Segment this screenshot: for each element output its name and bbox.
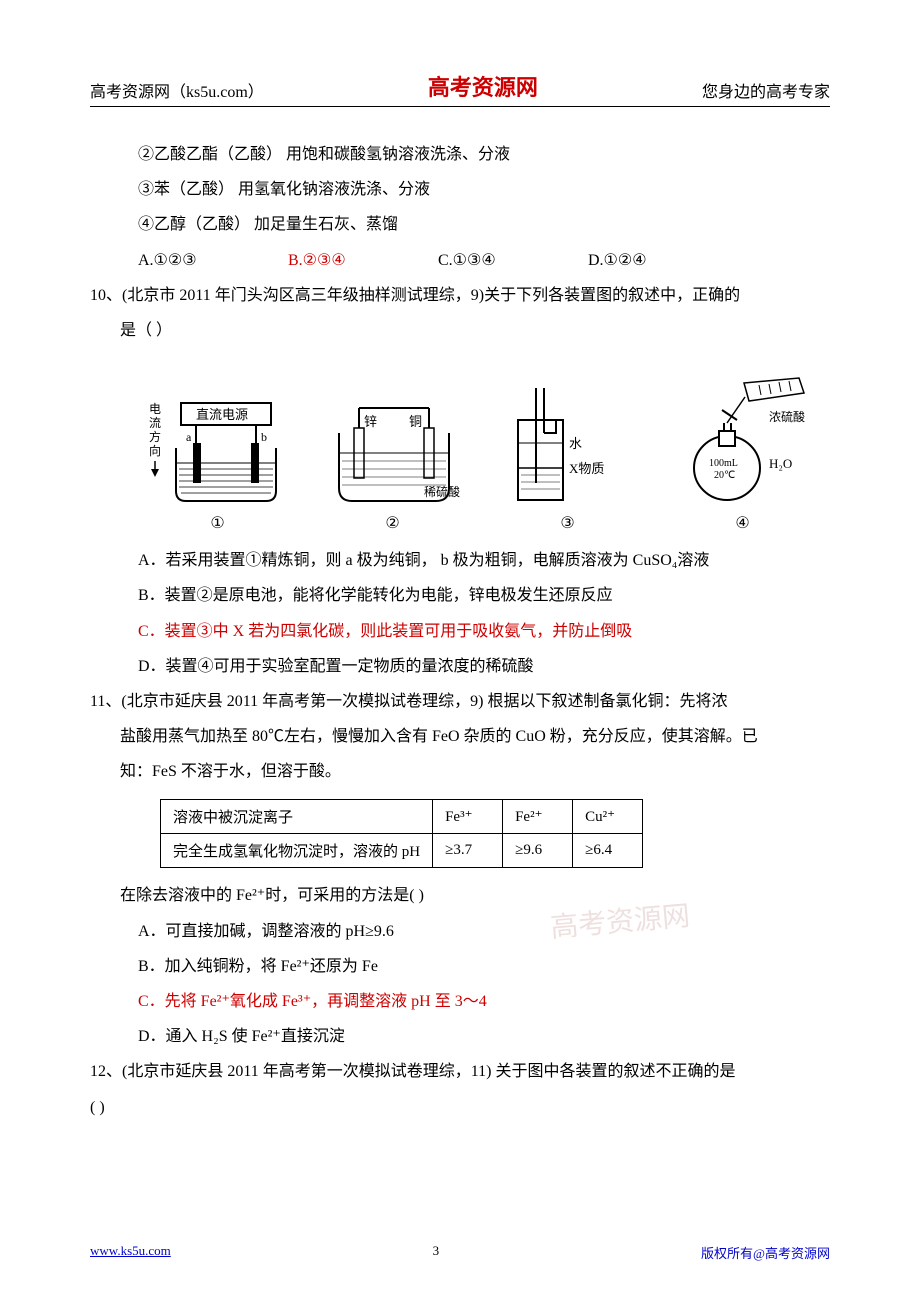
q10-diagrams: 电 流 方 向 直流电源 a b 锌 铜 稀硫酸: [130, 363, 830, 503]
footer-copyright: 版权所有@高考资源网: [701, 1243, 830, 1262]
q9-option-a: A.①②③: [138, 243, 288, 278]
d1-source-label: 直流电源: [196, 407, 248, 422]
d1-current-label2: 流: [149, 416, 161, 430]
q10-option-c: C．装置③中 X 若为四氯化碳，则此装置可用于吸收氨气，并防止倒吸: [138, 614, 830, 649]
q9-option-d: D.①②④: [588, 243, 738, 278]
diagram-1-electrolysis: 电 流 方 向 直流电源 a b: [141, 373, 301, 503]
q9-item-4: ④乙醇（乙酸） 加足量生石灰、蒸馏: [138, 207, 830, 242]
q11-option-a: A．可直接加碱，调整溶液的 pH≥9.6: [138, 914, 830, 949]
q12-stem-2: ( ): [90, 1090, 830, 1125]
diag-label-2: ②: [313, 513, 473, 533]
d3-x-label: X物质: [569, 461, 604, 476]
d3-water-label: 水: [569, 436, 582, 451]
table-cell: Fe³⁺: [433, 800, 503, 834]
diag-label-1: ①: [138, 513, 298, 533]
footer-page-number: 3: [433, 1243, 440, 1262]
q9-item-3: ③苯（乙酸） 用氢氧化钠溶液洗涤、分液: [138, 172, 830, 207]
table-cell: 完全生成氢氧化物沉淀时，溶液的 pH: [161, 834, 433, 868]
table-cell: 溶液中被沉淀离子: [161, 800, 433, 834]
header-right: 您身边的高考专家: [702, 78, 830, 102]
table-cell: ≥9.6: [503, 834, 573, 868]
q11-stem: 11、(北京市延庆县 2011 年高考第一次模拟试卷理综，9) 根据以下叙述制备…: [90, 684, 830, 719]
table-cell: ≥6.4: [573, 834, 643, 868]
diagram-3-absorption: 水 X物质: [496, 373, 626, 503]
q10-stem: 10、(北京市 2011 年门头沟区高三年级抽样测试理综，9)关于下列各装置图的…: [90, 278, 830, 313]
diagram-4-dilution: 浓硫酸 100mL 20℃ H₂O: [649, 373, 819, 503]
q10-option-a: A．若采用装置①精炼铜，则 a 极为纯铜， b 极为粗铜，电解质溶液为 CuSO…: [138, 543, 830, 578]
table-row: 溶液中被沉淀离子 Fe³⁺ Fe²⁺ Cu²⁺: [161, 800, 643, 834]
page-footer: www.ks5u.com 3 版权所有@高考资源网: [90, 1243, 830, 1262]
d2-acid-label: 稀硫酸: [424, 484, 460, 499]
q11-table: 溶液中被沉淀离子 Fe³⁺ Fe²⁺ Cu²⁺ 完全生成氢氧化物沉淀时，溶液的 …: [160, 799, 643, 868]
header-left: 高考资源网（ks5u.com）: [90, 78, 264, 102]
d4-flask-20c: 20℃: [714, 470, 735, 481]
header-center-logo: 高考资源网: [428, 70, 538, 102]
q10-stem-2: 是（ ）: [120, 313, 830, 348]
footer-url[interactable]: www.ks5u.com: [90, 1243, 171, 1262]
d2-cu-label: 铜: [409, 414, 422, 429]
q11-stem-2: 盐酸用蒸气加热至 80℃左右，慢慢加入含有 FeO 杂质的 CuO 粉，充分反应…: [120, 719, 830, 754]
q10-option-d: D．装置④可用于实验室配置一定物质的量浓度的稀硫酸: [138, 649, 830, 684]
q11-post: 在除去溶液中的 Fe²⁺时，可采用的方法是( ): [120, 878, 830, 913]
d4-acid-label: 浓硫酸: [769, 409, 805, 424]
d4-h2o-label: H₂O: [769, 456, 792, 471]
d1-electrode-a: a: [186, 430, 192, 444]
table-row: 完全生成氢氧化物沉淀时，溶液的 pH ≥3.7 ≥9.6 ≥6.4: [161, 834, 643, 868]
table-cell: Fe²⁺: [503, 800, 573, 834]
q9-options: A.①②③ B.②③④ C.①③④ D.①②④: [138, 243, 830, 278]
d1-electrode-b: b: [261, 430, 267, 444]
diagram-2-galvanic: 锌 铜 稀硫酸: [324, 373, 474, 503]
d1-current-label: 电: [149, 402, 161, 416]
table-cell: ≥3.7: [433, 834, 503, 868]
d4-flask-100ml: 100mL: [709, 458, 738, 469]
diag-label-4: ④: [663, 513, 823, 533]
q9-option-c: C.①③④: [438, 243, 588, 278]
q9-item-2: ②乙酸乙酯（乙酸） 用饱和碳酸氢钠溶液洗涤、分液: [138, 137, 830, 172]
table-cell: Cu²⁺: [573, 800, 643, 834]
q12-stem: 12、(北京市延庆县 2011 年高考第一次模拟试卷理综，11) 关于图中各装置…: [90, 1054, 830, 1089]
page-header: 高考资源网（ks5u.com） 高考资源网 您身边的高考专家: [90, 70, 830, 107]
d2-zn-label: 锌: [364, 414, 377, 429]
q11-option-c: C．先将 Fe²⁺氧化成 Fe³⁺，再调整溶液 pH 至 3～4: [138, 984, 830, 1019]
q11-stem-3: 知：FeS 不溶于水，但溶于酸。: [120, 754, 830, 789]
d1-current-label3: 方: [149, 429, 161, 444]
q11-option-b: B．加入纯铜粉，将 Fe²⁺还原为 Fe: [138, 949, 830, 984]
q9-option-b: B.②③④: [288, 243, 438, 278]
q10-option-b: B．装置②是原电池，能将化学能转化为电能，锌电极发生还原反应: [138, 578, 830, 613]
q11-option-d: D．通入 H₂S 使 Fe²⁺直接沉淀: [138, 1019, 830, 1054]
diag-label-3: ③: [488, 513, 648, 533]
q10-diagram-labels: ① ② ③ ④: [130, 513, 830, 533]
d1-current-label4: 向: [149, 443, 161, 458]
